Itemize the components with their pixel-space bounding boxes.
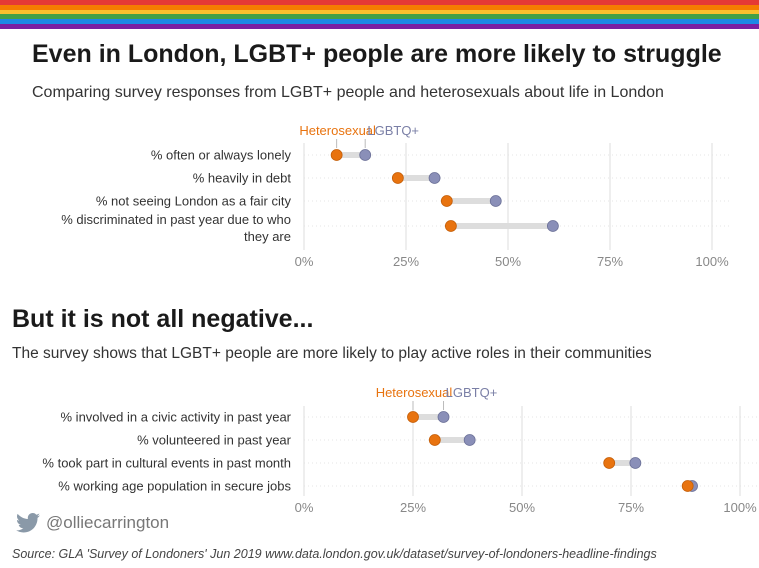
x-tick-label: 100%: [695, 254, 729, 269]
category-label: % took part in cultural events in past m…: [42, 456, 291, 471]
category-label: they are: [244, 229, 291, 244]
heterosexual-dot: [391, 172, 404, 184]
legend-lgbtq: LGBTQ+: [446, 385, 498, 400]
category-label: % working age population in secure jobs: [58, 479, 291, 494]
category-label: % heavily in debt: [193, 171, 292, 186]
category-label: % not seeing London as a fair city: [96, 194, 292, 209]
heterosexual-dot: [407, 411, 419, 423]
category-label: % often or always lonely: [151, 148, 292, 163]
x-tick-label: 75%: [597, 254, 623, 269]
twitter-bird-icon: [16, 513, 40, 533]
heterosexual-dot: [603, 457, 616, 469]
lgbtq-dot: [428, 172, 441, 184]
lgbtq-dot: [629, 457, 642, 469]
heterosexual-dot: [330, 149, 343, 161]
x-tick-label: 50%: [509, 500, 535, 514]
rainbow-stripe-red: [0, 0, 759, 5]
lgbtq-dot: [437, 411, 450, 423]
rainbow-banner: [0, 0, 759, 29]
legend-heterosexual: Heterosexual: [299, 123, 376, 138]
heterosexual-dot: [444, 220, 457, 232]
x-tick-label: 25%: [400, 500, 426, 514]
x-tick-label: 0%: [295, 500, 314, 514]
legend-heterosexual: Heterosexual: [376, 385, 453, 400]
x-tick-label: 25%: [393, 254, 419, 269]
heterosexual-dot: [428, 434, 441, 446]
category-label: % discriminated in past year due to who: [61, 212, 291, 227]
lgbtq-dot: [359, 149, 372, 161]
x-tick-label: 50%: [495, 254, 521, 269]
heterosexual-dot: [440, 195, 453, 207]
section-subtitle: The survey shows that LGBT+ people are m…: [12, 345, 652, 362]
dumbbell-chart-positives: 0% 25% 50% 75% 100% % involved in a civic act…: [42, 385, 759, 514]
lgbtq-dot: [546, 220, 559, 232]
source-note: Source: GLA 'Survey of Londoners' Jun 20…: [12, 547, 657, 561]
rainbow-stripe-blue: [0, 19, 759, 25]
dumbbell-chart-struggles: 0% 25% 50% 75% 100% % often or always lonely%…: [61, 123, 732, 269]
lgbtq-dot: [463, 434, 476, 446]
rainbow-stripe-orange: [0, 4, 759, 10]
heterosexual-dot: [681, 480, 694, 492]
section-title: But it is not all negative...: [12, 305, 314, 333]
lgbtq-dot: [489, 195, 502, 207]
x-tick-label: 75%: [618, 500, 644, 514]
x-tick-label: 100%: [723, 500, 757, 514]
x-tick-label: 0%: [295, 254, 314, 269]
legend-lgbtq: LGBTQ+: [367, 123, 419, 138]
author-credit[interactable]: @olliecarrington: [16, 513, 169, 533]
twitter-handle: @olliecarrington: [46, 513, 170, 532]
category-label: % volunteered in past year: [137, 433, 292, 448]
rainbow-stripe-green: [0, 14, 759, 20]
chart-subtitle: Comparing survey responses from LGBT+ pe…: [32, 84, 664, 101]
chart-title: Even in London, LGBT+ people are more li…: [32, 40, 722, 68]
rainbow-stripe-purple: [0, 24, 759, 29]
rainbow-stripe-yellow: [0, 9, 759, 15]
category-label: % involved in a civic activity in past y…: [61, 410, 292, 425]
